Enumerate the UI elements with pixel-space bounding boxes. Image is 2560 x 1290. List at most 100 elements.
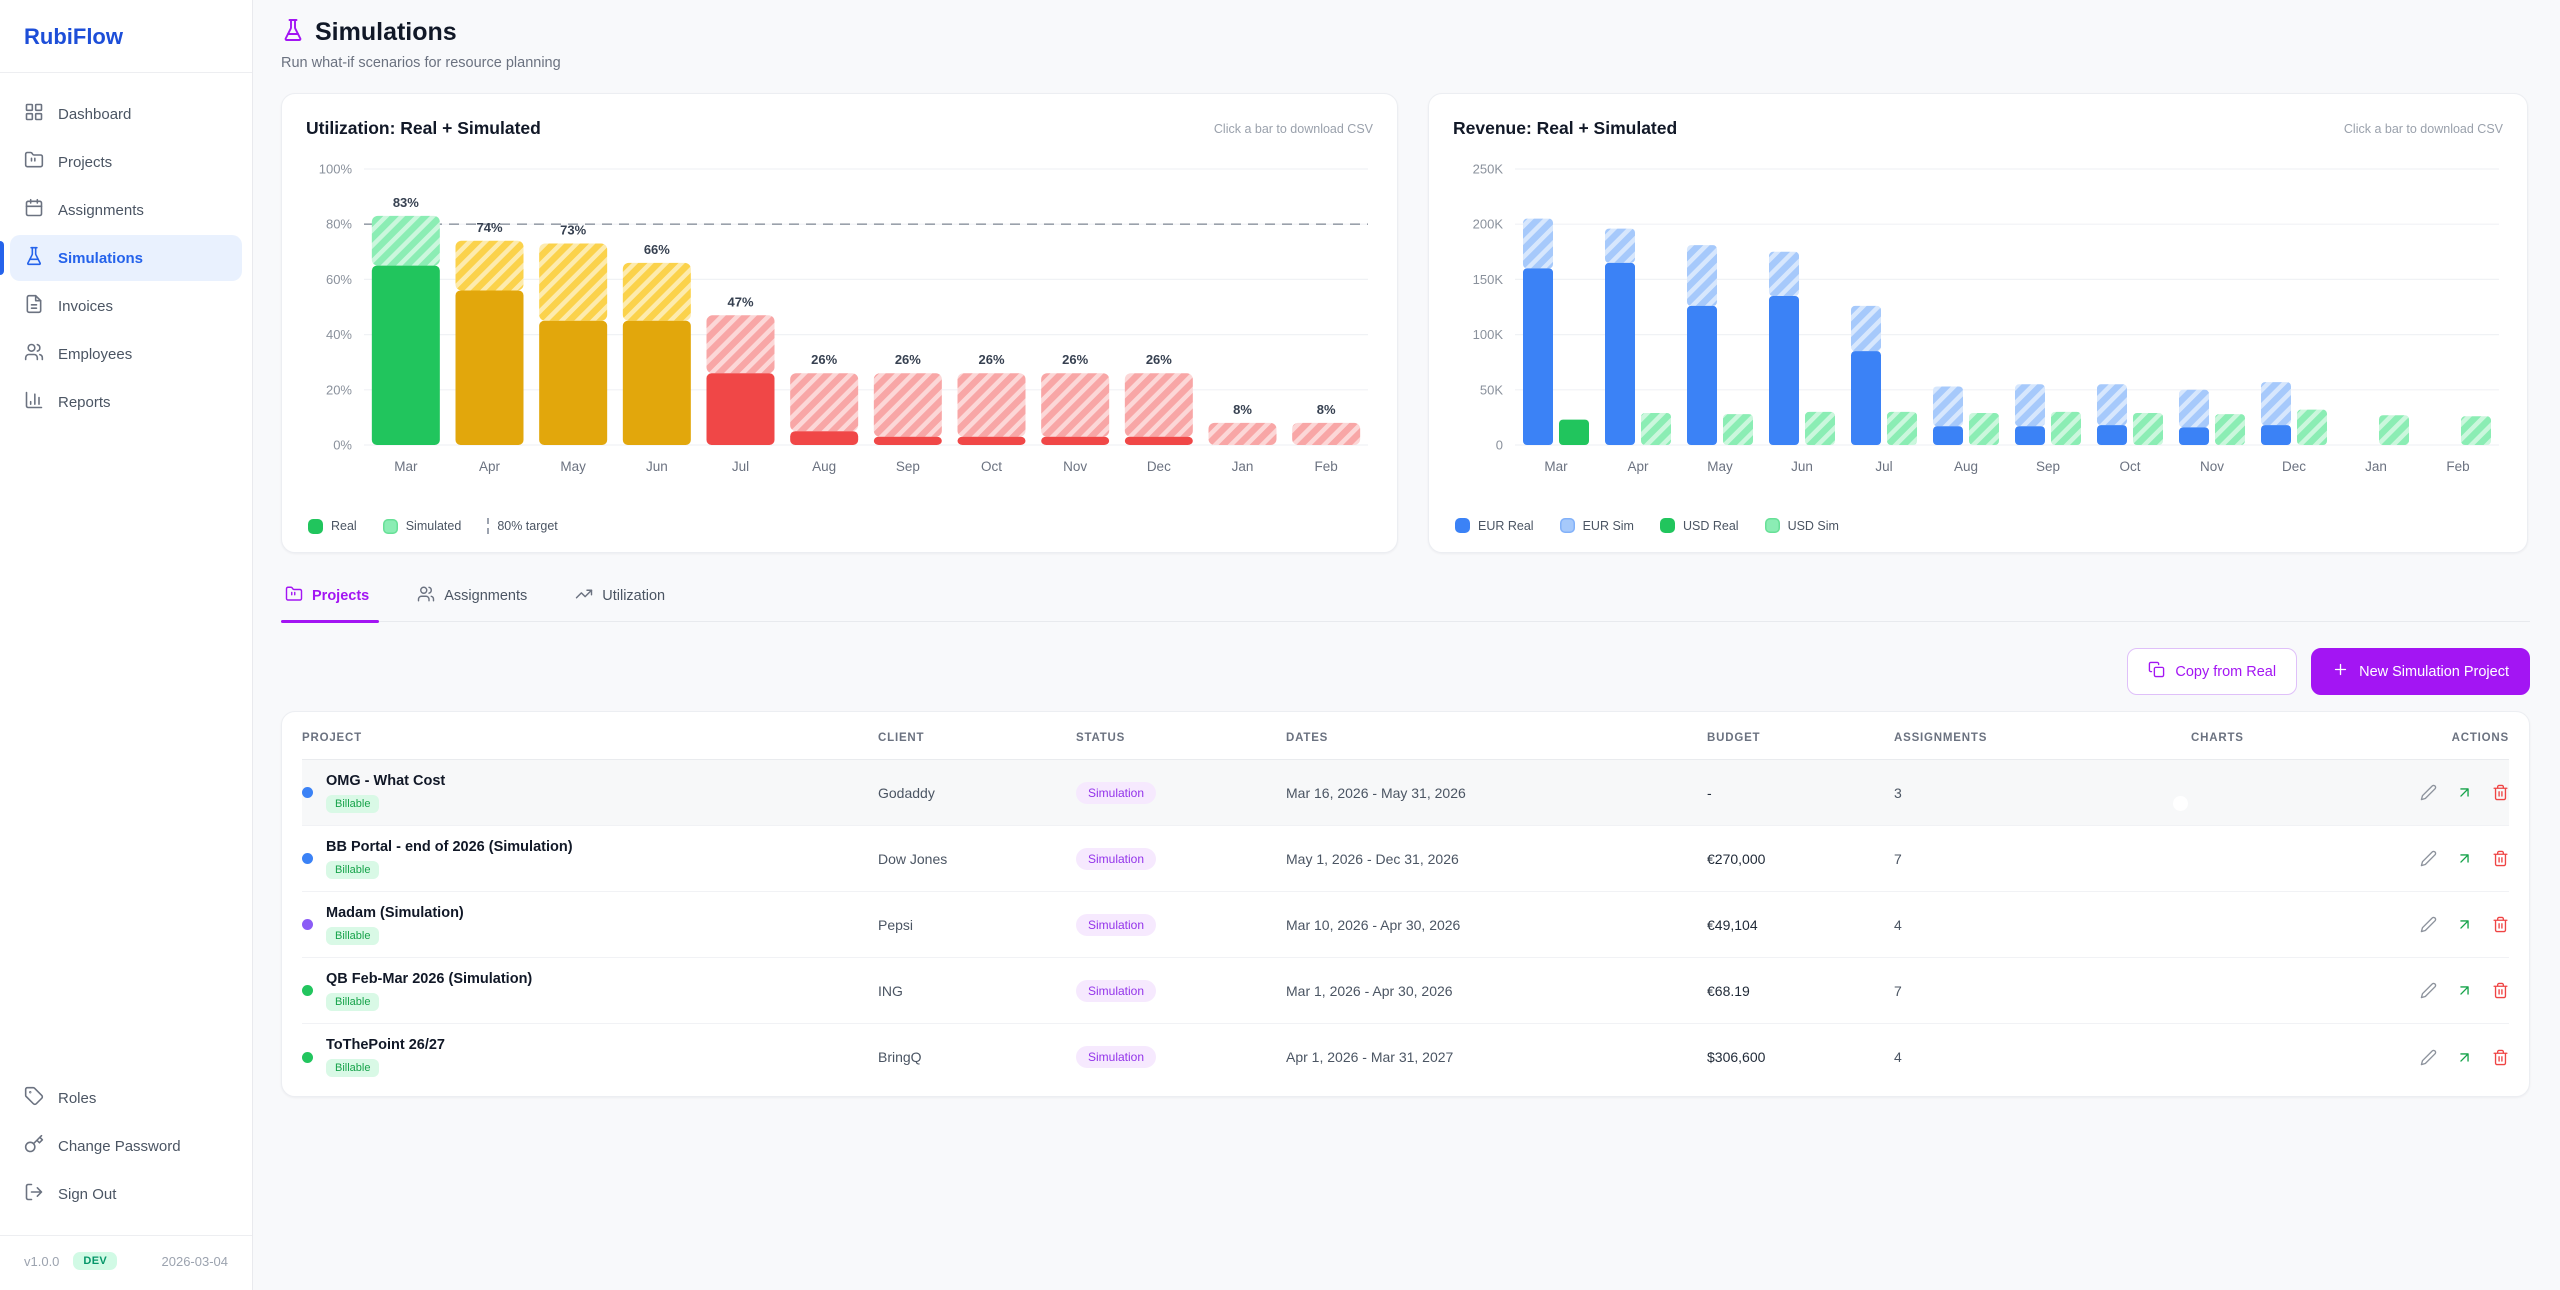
copy-from-real-button[interactable]: Copy from Real	[2127, 648, 2298, 695]
utilization-bar-Oct[interactable]: 26%	[957, 352, 1026, 445]
open-button[interactable]	[2456, 1049, 2473, 1066]
revenue-bar-Feb[interactable]	[2461, 416, 2491, 445]
utilization-bar-Mar[interactable]: 83%	[371, 195, 440, 445]
sidebar-item-employees[interactable]: Employees	[10, 331, 242, 377]
table-row: BB Portal - end of 2026 (Simulation) Bill…	[302, 826, 2509, 892]
legend-swatch-hatch-green	[382, 518, 398, 534]
sidebar-item-reports[interactable]: Reports	[10, 379, 242, 425]
sidebar-item-roles[interactable]: Roles	[10, 1075, 242, 1121]
legend-item-real: Real	[308, 518, 357, 534]
arrow-up-right-icon	[2456, 784, 2473, 801]
edit-button[interactable]	[2420, 916, 2437, 933]
sidebar-item-label: Assignments	[58, 201, 144, 219]
utilization-bar-Sep[interactable]: 26%	[873, 352, 942, 445]
edit-button[interactable]	[2420, 982, 2437, 999]
budget-cell: -	[1707, 784, 1712, 801]
delete-button[interactable]	[2492, 982, 2509, 999]
column-header-charts: CHARTS	[2191, 731, 2244, 744]
delete-button[interactable]	[2492, 1049, 2509, 1066]
sidebar-item-invoices[interactable]: Invoices	[10, 283, 242, 329]
arrow-up-right-icon	[2456, 850, 2473, 867]
utilization-bar-Jan[interactable]: 8%	[1208, 402, 1277, 445]
utilization-bar-Apr[interactable]: 74%	[455, 220, 524, 445]
project-color-dot	[302, 919, 313, 930]
revenue-bar-Mar[interactable]	[1523, 218, 1589, 445]
arrow-up-right-icon	[2456, 982, 2473, 999]
delete-button[interactable]	[2492, 916, 2509, 933]
revenue-bar-Oct[interactable]	[2097, 384, 2163, 445]
sidebar-item-sign-out[interactable]: Sign Out	[10, 1171, 242, 1217]
sidebar-item-change-password[interactable]: Change Password	[10, 1123, 242, 1169]
sidebar: RubiFlow Dashboard Projects Assignments Sim…	[0, 0, 253, 1290]
utilization-bar-May[interactable]: 73%	[539, 223, 608, 445]
edit-button[interactable]	[2420, 850, 2437, 867]
tab-utilization[interactable]: Utilization	[573, 579, 667, 621]
sidebar-item-assignments[interactable]: Assignments	[10, 187, 242, 233]
utilization-bar-Jun[interactable]: 66%	[622, 242, 691, 445]
status-badge: Simulation	[1076, 781, 1157, 804]
sidebar-item-dashboard[interactable]: Dashboard	[10, 91, 242, 137]
status-cell: Simulation	[1076, 781, 1286, 804]
utilization-bar-Dec[interactable]: 26%	[1124, 352, 1193, 445]
tab-assignments[interactable]: Assignments	[415, 579, 529, 621]
legend-label: USD Sim	[1787, 518, 1839, 533]
svg-text:83%: 83%	[393, 195, 419, 210]
svg-text:Jul: Jul	[732, 459, 749, 474]
revenue-chart[interactable]: 0 50K 100K 150K 200K 250K Mar Apr May Jun Jul Aug Se…	[1453, 149, 2503, 506]
main-content: Simulations Run what-if scenarios for re…	[253, 0, 2560, 1290]
svg-text:26%: 26%	[978, 352, 1004, 367]
legend-item-eur-real: EUR Real	[1455, 518, 1534, 533]
sidebar-item-projects[interactable]: Projects	[10, 139, 242, 185]
utilization-bar-Jul[interactable]: 47%	[706, 294, 775, 445]
sidebar-nav: Dashboard Projects Assignments Simulations I…	[0, 73, 252, 443]
users-icon	[417, 585, 435, 607]
open-button[interactable]	[2456, 784, 2473, 801]
assignments-cell: 4	[1894, 916, 1902, 933]
svg-text:100K: 100K	[1473, 327, 1504, 342]
utilization-bar-Nov[interactable]: 26%	[1041, 352, 1110, 445]
svg-text:73%: 73%	[560, 223, 586, 238]
revenue-csv-hint: Click a bar to download CSV	[2343, 121, 2503, 136]
revenue-bar-Jan[interactable]	[2379, 415, 2409, 445]
budget-cell: €49,104	[1707, 916, 1758, 933]
open-button[interactable]	[2456, 850, 2473, 867]
revenue-bar-Sep[interactable]	[2015, 384, 2081, 445]
revenue-bar-May[interactable]	[1687, 245, 1753, 445]
tab-projects[interactable]: Projects	[280, 579, 380, 623]
revenue-bar-Apr[interactable]	[1605, 228, 1671, 445]
tag-icon	[24, 1086, 44, 1110]
legend-swatch-solid-green	[1659, 518, 1675, 533]
budget-cell: €270,000	[1707, 850, 1766, 867]
revenue-bar-Jul[interactable]	[1851, 305, 1917, 445]
edit-button[interactable]	[2420, 784, 2437, 801]
delete-button[interactable]	[2492, 784, 2509, 801]
svg-text:74%: 74%	[476, 220, 502, 235]
utilization-bar-Aug[interactable]: 26%	[790, 352, 859, 445]
revenue-bar-Dec[interactable]	[2261, 382, 2327, 445]
new-simulation-project-button[interactable]: New Simulation Project	[2311, 648, 2530, 695]
edit-button[interactable]	[2420, 1049, 2437, 1066]
svg-text:Jan: Jan	[1232, 459, 1254, 474]
revenue-bar-Jun[interactable]	[1769, 251, 1835, 445]
svg-text:Apr: Apr	[479, 459, 501, 474]
pencil-icon	[2420, 784, 2437, 801]
svg-text:May: May	[1707, 459, 1733, 474]
sidebar-item-simulations[interactable]: Simulations	[0, 235, 242, 281]
folder-icon	[24, 150, 44, 174]
project-info: Madam (Simulation) Billable	[326, 905, 464, 945]
svg-text:Jun: Jun	[1791, 459, 1813, 474]
legend-item-usd-sim: USD Sim	[1764, 518, 1839, 533]
svg-text:20%: 20%	[326, 382, 352, 397]
revenue-bar-Aug[interactable]	[1933, 386, 1999, 445]
pencil-icon	[2420, 916, 2437, 933]
sidebar-item-label: Employees	[58, 345, 133, 363]
utilization-chart[interactable]: 0% 20% 40% 60% 80% 100% 83% Mar 74% Apr 73% May 66% J…	[306, 149, 1373, 506]
status-cell: Simulation	[1076, 979, 1286, 1002]
revenue-bar-Nov[interactable]	[2179, 389, 2245, 445]
utilization-bar-Feb[interactable]: 8%	[1292, 402, 1361, 445]
status-badge: Simulation	[1076, 979, 1157, 1002]
folder-icon	[285, 585, 303, 607]
open-button[interactable]	[2456, 916, 2473, 933]
delete-button[interactable]	[2492, 850, 2509, 867]
open-button[interactable]	[2456, 982, 2473, 999]
